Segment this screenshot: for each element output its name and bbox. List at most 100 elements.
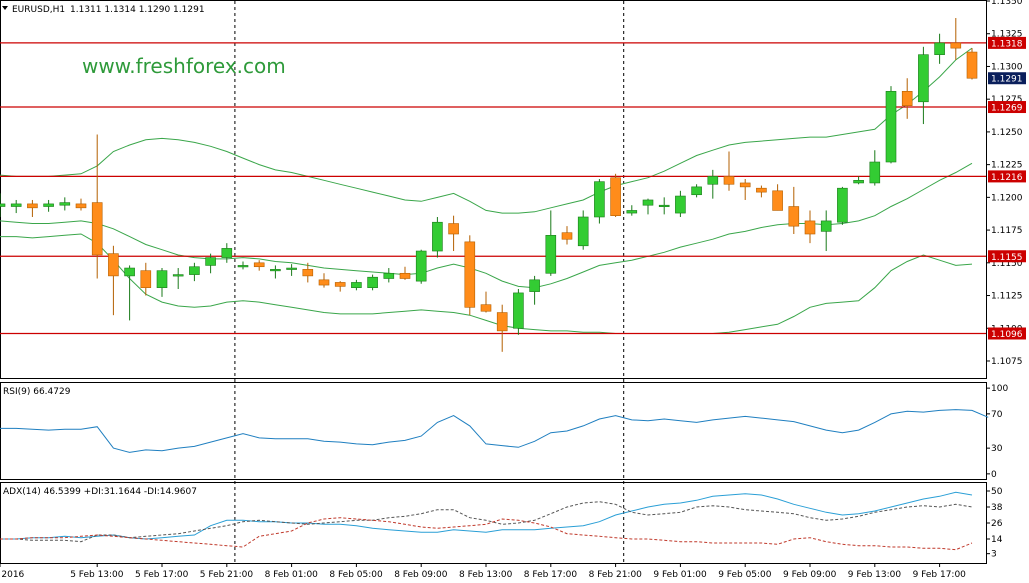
bull-candle: [367, 276, 378, 288]
bull-candle: [545, 235, 557, 274]
bull-candle: [837, 187, 848, 223]
bull-candle: [383, 272, 395, 279]
candlesticks: [0, 18, 978, 352]
bear-candle: [788, 206, 800, 227]
time-tick-label: 8 Feb 01:00: [265, 570, 319, 579]
bull-candle: [156, 270, 168, 288]
level-badge: 1.1318: [991, 39, 1023, 49]
bear-candle: [91, 202, 103, 256]
adx-tick-label: 14: [991, 535, 1003, 545]
bull-candle: [675, 195, 686, 214]
adx-line: [0, 491, 973, 540]
bear-candle: [75, 203, 87, 209]
time-tick-label: 8 Feb 21:00: [589, 570, 643, 579]
level-badge: 1.1216: [991, 173, 1023, 183]
bear-candle: [950, 42, 962, 49]
bull-candle: [594, 181, 605, 218]
bull-candle: [820, 220, 832, 232]
bear-candle: [253, 262, 265, 268]
time-tick-label: 8 Feb 17:00: [524, 570, 578, 579]
bear-candle: [399, 272, 411, 279]
rsi-tick-label: 70: [991, 410, 1003, 420]
bull-candle: [642, 199, 654, 206]
bull-candle: [691, 186, 702, 196]
bear-candle: [480, 304, 492, 312]
price-tick-label: 1.1150: [991, 259, 1023, 269]
level-lines: [0, 42, 986, 335]
time-tick-label: 5 Feb 17:00: [135, 570, 189, 579]
bear-candle: [966, 51, 978, 79]
bear-candle: [302, 269, 314, 277]
rsi-tick-label: 100: [991, 384, 1008, 394]
level-badge-bg: [988, 36, 1026, 49]
price-tick-label: 1.1200: [991, 193, 1023, 203]
bull-candle: [853, 180, 864, 184]
bull-candle: [172, 274, 184, 277]
current-price-badge: 1.1291: [991, 75, 1023, 85]
period-separators: [234, 1, 625, 563]
adx-tick-label: 26: [991, 519, 1003, 529]
time-tick-label: 8 Feb 13:00: [459, 570, 513, 579]
current-price-badge-bg: [988, 72, 1026, 85]
bull-candle: [934, 42, 945, 55]
bull-candle: [432, 221, 443, 252]
price-tick-label: 1.1325: [991, 30, 1023, 40]
bear-candle: [108, 253, 119, 277]
watermark-text: www.freshforex.com: [82, 54, 286, 78]
bull-candle: [221, 248, 233, 258]
level-badge-bg: [988, 170, 1026, 183]
price-tick-label: 1.1125: [991, 292, 1023, 302]
bull-candle: [124, 267, 135, 277]
rsi-series: [0, 409, 989, 453]
bear-candle: [561, 232, 573, 240]
bollinger-upper-line: [0, 47, 973, 214]
time-tick-label: 5 Feb 2016: [0, 570, 25, 579]
bear-candle: [448, 223, 459, 235]
bull-candle: [237, 265, 249, 268]
rsi-tick-label: 0: [991, 470, 997, 480]
rsi-tick-label: 30: [991, 444, 1003, 454]
bull-candle: [707, 176, 719, 185]
bollinger-lower-line: [0, 233, 973, 334]
bear-candle: [739, 182, 751, 188]
price-tick-label: 1.1225: [991, 161, 1023, 171]
rsi-title: RSI(9) 66.4729: [3, 387, 71, 397]
time-tick-label: 9 Feb 05:00: [718, 570, 772, 579]
ohlc-readout: 1.1311 1.1314 1.1290 1.1291: [70, 5, 205, 15]
time-tick-label: 5 Feb 21:00: [200, 570, 254, 579]
level-badge-bg: [988, 101, 1026, 114]
bull-candle: [10, 203, 22, 207]
level-badge-bg: [988, 250, 1026, 263]
bull-candle: [351, 282, 362, 288]
price-tick-label: 1.1350: [991, 0, 1023, 7]
time-tick-label: 9 Feb 13:00: [848, 570, 902, 579]
bull-candle: [626, 210, 638, 214]
bear-candle: [334, 282, 346, 287]
dropdown-triangle-icon[interactable]: [2, 6, 8, 10]
bull-candle: [270, 269, 281, 272]
rsi-panel-frame: [0, 382, 987, 480]
y-axis-ticks: 1.1350 1.1325 1.1300 1.1275 1.1250 1.1225 1.12…: [986, 0, 1023, 560]
minus-di-line: [0, 517, 973, 551]
bull-candle: [918, 54, 929, 103]
adx-title: ADX(14) 46.5399 +DI:31.1644 -DI:14.9607: [3, 487, 197, 497]
bear-candle: [804, 220, 816, 235]
x-axis-ticks: 5 Feb 2016 5 Feb 13:00 5 Feb 17:00 5 Feb 21…: [0, 563, 966, 580]
rsi-line: [0, 409, 989, 453]
bull-candle: [577, 216, 589, 247]
price-tick-label: 1.1300: [991, 62, 1023, 72]
bull-candle: [415, 250, 427, 282]
price-tick-label: 1.1250: [991, 128, 1023, 138]
adx-tick-label: 50: [991, 487, 1003, 497]
adx-tick-label: 38: [991, 503, 1003, 513]
bear-candle: [610, 177, 621, 216]
time-tick-label: 8 Feb 05:00: [329, 570, 383, 579]
level-badge: 1.1155: [991, 253, 1023, 263]
bear-candle: [27, 203, 38, 209]
price-tick-label: 1.1275: [991, 95, 1023, 105]
bull-candle: [513, 292, 524, 329]
bear-candle: [772, 190, 783, 211]
main-panel-frame: [0, 0, 987, 379]
